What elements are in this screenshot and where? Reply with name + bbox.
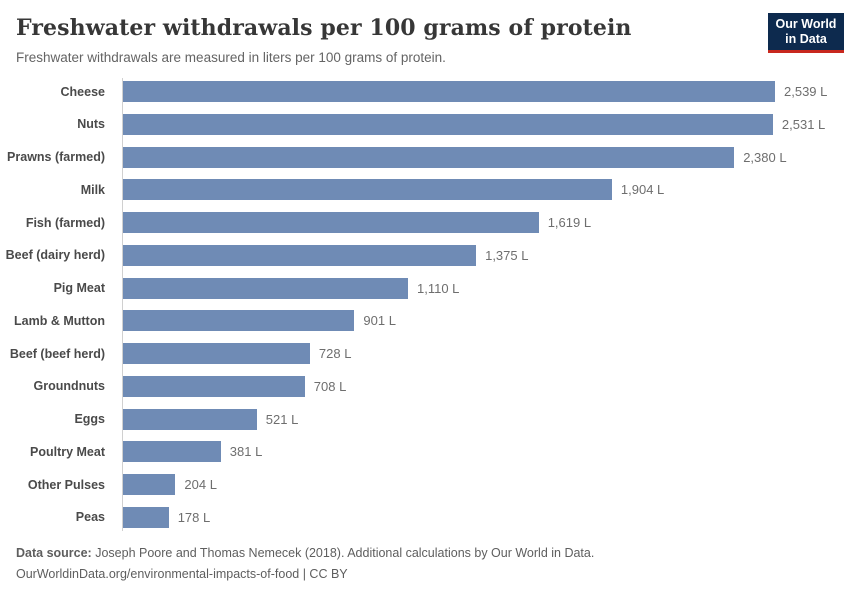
bar-row: Other Pulses 204 L [0,474,850,496]
data-source-label: Data source: [16,546,92,560]
value-label: 381 L [229,444,263,460]
bar-row: Beef (dairy herd) 1,375 L [0,244,850,266]
owid-logo-text: Our World in Data [772,17,840,47]
bar[interactable] [123,277,408,299]
bar-track: 2,539 L [123,81,850,102]
value-label: 1,375 L [485,247,529,263]
bar-track: 708 L [123,375,850,397]
page-title: Freshwater withdrawals per 100 grams of … [16,15,632,41]
value-label: 2,531 L [781,116,826,132]
bar-row: Milk 1,904 L [0,179,850,201]
bar-row: Fish (farmed) 1,619 L [0,212,850,234]
bar[interactable] [123,408,257,430]
value-label: 708 L [313,378,347,394]
bar[interactable] [123,244,477,266]
value-label: 178 L [177,509,211,525]
page-subtitle: Freshwater withdrawals are measured in l… [16,50,446,65]
value-label: 901 L [363,313,396,329]
owid-logo-line2: in Data [785,32,827,46]
bar-row: Beef (beef herd) 728 L [0,343,850,365]
value-label: 1,619 L [547,215,592,231]
value-label: 1,110 L [417,280,460,296]
category-label: Pig Meat [53,281,105,296]
bar-row: Prawns (farmed) 2,380 L [0,146,850,168]
bar-row: Lamb & Mutton 901 L [0,310,850,332]
category-label: Beef (beef herd) [9,346,105,361]
bar[interactable] [123,179,612,201]
bar-track: 381 L [123,441,850,463]
bar[interactable] [123,81,775,102]
value-label: 521 L [265,411,299,427]
bar[interactable] [123,474,176,496]
category-label: Beef (dairy herd) [5,248,105,263]
bar-row: Eggs 521 L [0,408,850,430]
bar-row: Peas 178 L [0,506,850,528]
category-label: Cheese [60,84,105,99]
category-label: Groundnuts [33,379,105,394]
bar[interactable] [123,212,539,234]
value-label: 2,380 L [743,149,787,165]
chart-header: Freshwater withdrawals per 100 grams of … [0,0,850,65]
bar[interactable] [123,441,221,463]
category-label: Lamb & Mutton [14,313,105,328]
category-label: Eggs [74,412,105,427]
bar-track: 1,375 L [123,244,850,266]
bar-row: Nuts 2,531 L [0,113,850,135]
bar-row: Pig Meat 1,110 L [0,277,850,299]
data-source-text: Joseph Poore and Thomas Nemecek (2018). … [91,546,595,560]
bar-track: 728 L [123,343,850,365]
bar[interactable] [123,146,735,168]
data-source-line: Data source: Joseph Poore and Thomas Nem… [16,543,834,564]
value-label: 1,904 L [620,182,665,198]
bar-row: Cheese 2,539 L [0,81,850,102]
bar-track: 901 L [123,310,850,332]
owid-logo-line1: Our World [775,17,837,31]
bar[interactable] [123,113,773,135]
category-label: Nuts [77,117,105,132]
license-link-line[interactable]: OurWorldinData.org/environmental-impacts… [16,567,348,581]
bar-track: 2,531 L [123,113,850,135]
y-axis-line [122,78,123,531]
bar-track: 1,110 L [123,277,850,299]
bar-track: 178 L [123,506,850,528]
category-label: Peas [75,510,105,525]
bar-track: 521 L [123,408,850,430]
bar-track: 2,380 L [123,146,850,168]
bar-track: 1,904 L [123,179,850,201]
bar[interactable] [123,506,169,528]
bar-chart: Cheese 2,539 L Nuts 2,531 L Prawns (farmed) 2… [0,78,850,531]
category-label: Poultry Meat [29,444,105,459]
value-label: 204 L [184,477,217,493]
owid-logo[interactable]: Our World in Data [768,13,844,53]
bar[interactable] [123,310,355,332]
category-label: Milk [80,182,105,197]
category-label: Prawns (farmed) [7,150,105,165]
bar[interactable] [123,375,305,397]
bar[interactable] [123,343,310,365]
category-label: Fish (farmed) [25,215,105,230]
bar-row: Poultry Meat 381 L [0,441,850,463]
bar-track: 204 L [123,474,850,496]
value-label: 2,539 L [784,84,828,99]
bar-row: Groundnuts 708 L [0,375,850,397]
category-label: Other Pulses [27,477,105,492]
bar-track: 1,619 L [123,212,850,234]
value-label: 728 L [318,346,352,362]
chart-footer: Data source: Joseph Poore and Thomas Nem… [0,543,850,585]
